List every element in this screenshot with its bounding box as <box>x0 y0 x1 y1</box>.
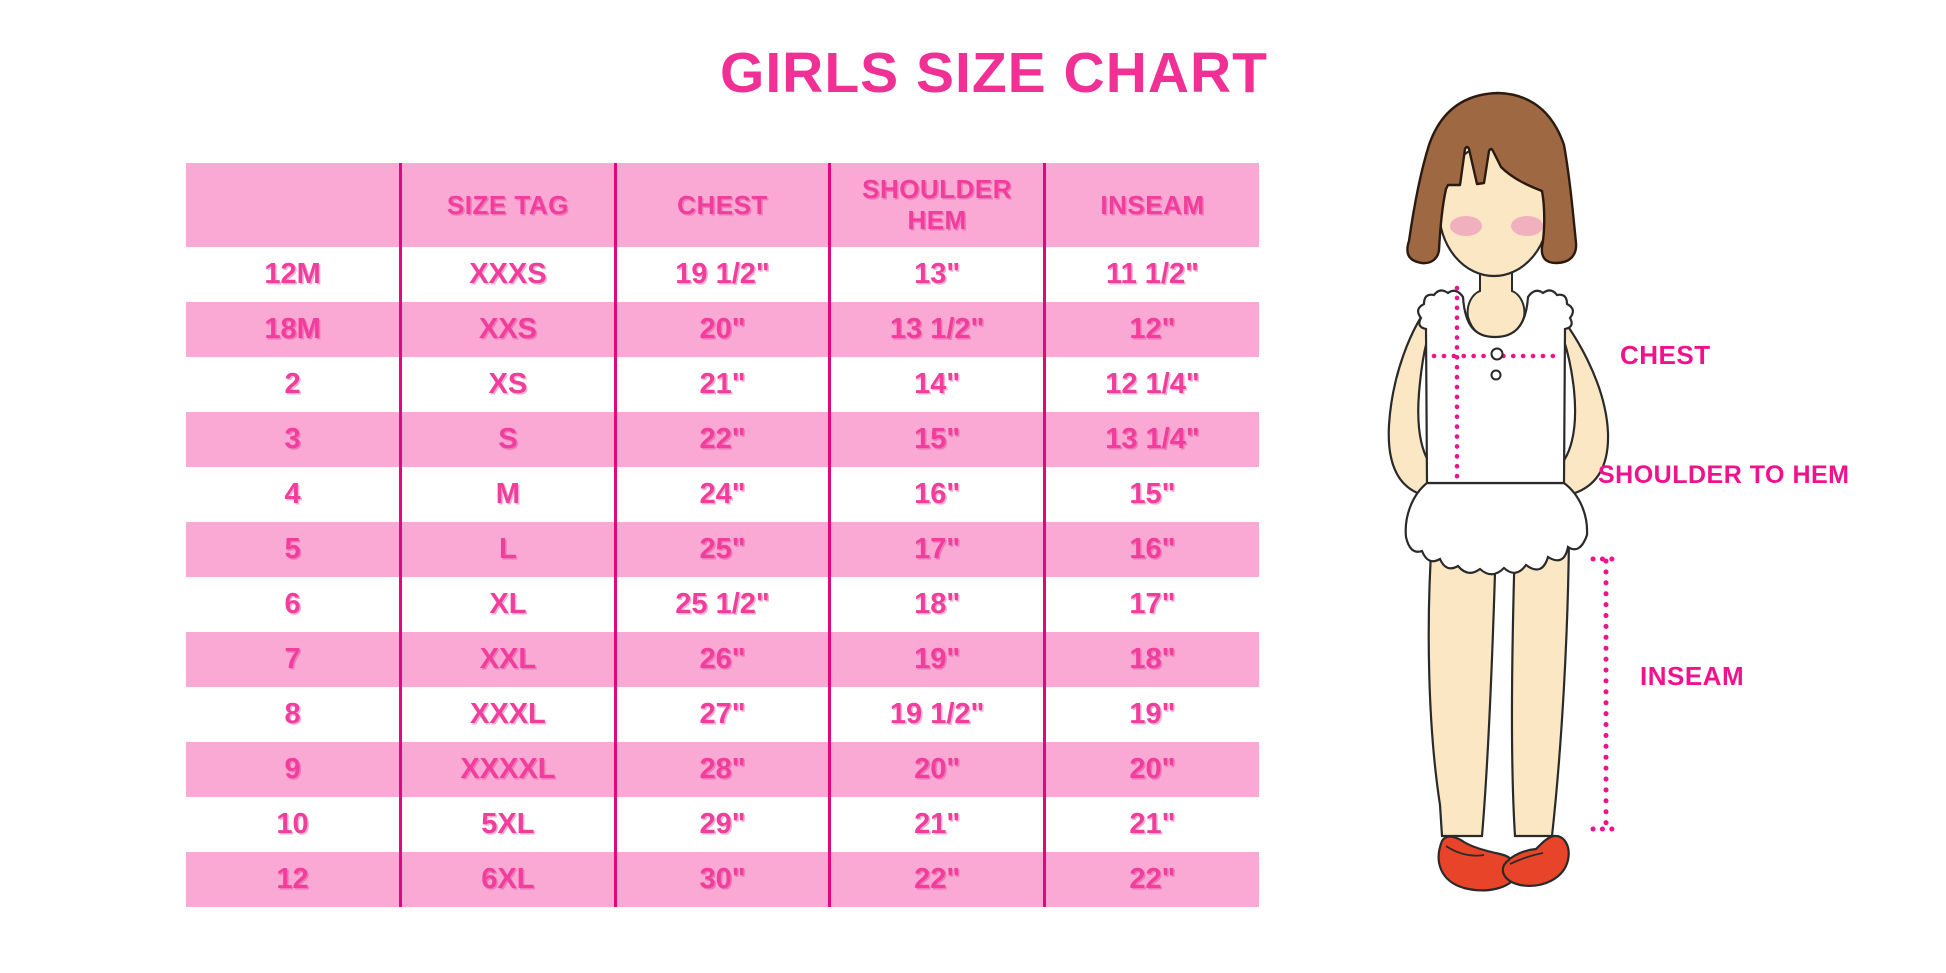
table-cell: 12 1/4" <box>1042 357 1259 412</box>
table-cell: 26" <box>613 632 830 687</box>
table-row: 4 M 24" 16" 15" <box>186 467 1259 522</box>
table-row: 12M XXXS 19 1/2" 13" 11 1/2" <box>186 247 1259 302</box>
row-size-cell: 10 <box>276 808 309 840</box>
shoulder-to-hem-measurement-label: SHOULDER TO HEM <box>1598 461 1850 489</box>
table-cell: M <box>399 467 616 522</box>
girl-top-button-1 <box>1490 347 1504 361</box>
table-cell: 12" <box>1042 302 1259 357</box>
table-cell: 21" <box>613 357 830 412</box>
row-size-cell: 3 <box>186 412 401 467</box>
header-cell: SHOULDER HEM <box>828 163 1045 247</box>
table-cell: 19 1/2" <box>613 247 830 302</box>
girl-leg-right <box>1510 535 1571 838</box>
table-cell: 19" <box>828 632 1045 687</box>
chest-measurement-label: CHEST <box>1620 340 1711 370</box>
row-size-cell: 12M <box>264 258 321 290</box>
table-cell: 22" <box>613 412 830 467</box>
table-cell: 25" <box>613 522 830 577</box>
row-size-cell: 6 <box>284 588 301 620</box>
table-cell: 5XL <box>399 797 616 852</box>
table-cell: 16" <box>828 467 1045 522</box>
girl-shoe-right-strap <box>1509 852 1544 865</box>
table-cell: XL <box>399 577 616 632</box>
girl-figure-illustration <box>1387 91 1624 892</box>
row-size-cell: 5 <box>186 522 401 577</box>
table-cell: 25 1/2" <box>613 577 830 632</box>
table-cell: 15" <box>1042 467 1259 522</box>
table-cell: 15" <box>828 412 1045 467</box>
table-cell: 24" <box>613 467 830 522</box>
row-size-cell: 9 <box>186 742 401 797</box>
table-cell: 14" <box>828 357 1045 412</box>
girl-skirt <box>1404 481 1589 576</box>
table-row: 3 S 22" 15" 13 1/4" <box>186 412 1259 467</box>
table-row: 7 XXL 26" 19" 18" <box>186 632 1259 687</box>
table-cell: 20" <box>828 742 1045 797</box>
table-cell: 13 1/2" <box>828 302 1045 357</box>
table-header: SIZE TAG CHEST SHOULDER HEM INSEAM <box>186 163 1259 247</box>
row-size-cell: 12 <box>186 852 401 907</box>
girl-blush-left <box>1450 216 1482 236</box>
table-cell: XXXXL <box>399 742 616 797</box>
row-size-cell: 8 <box>284 698 301 730</box>
table-cell: 20" <box>613 302 830 357</box>
table-cell: 21" <box>1042 797 1259 852</box>
girl-shoe-left-strap <box>1445 845 1485 857</box>
header-cell: INSEAM <box>1042 163 1259 247</box>
page-title: GIRLS SIZE CHART <box>719 41 1269 105</box>
girl-blush-right <box>1511 216 1543 236</box>
table-cell: S <box>399 412 616 467</box>
row-size-cell: 18M <box>186 302 401 357</box>
table-cell: 28" <box>613 742 830 797</box>
inseam-measurement-label: INSEAM <box>1640 661 1745 691</box>
table-row: 5 L 25" 17" 16" <box>186 522 1259 577</box>
table-cell: 11 1/2" <box>1042 247 1259 302</box>
table-row: 6 XL 25 1/2" 18" 17" <box>186 577 1259 632</box>
table-cell: 22" <box>828 852 1045 907</box>
table-cell: 20" <box>1042 742 1259 797</box>
table-cell: 19 1/2" <box>828 687 1045 742</box>
table-cell: 6XL <box>399 852 616 907</box>
table-cell: XS <box>399 357 616 412</box>
girl-hair <box>1406 91 1578 265</box>
table-cell: L <box>399 522 616 577</box>
table-cell: 27" <box>613 687 830 742</box>
row-size-cell: 2 <box>284 368 301 400</box>
table-row: 2 XS 21" 14" 12 1/4" <box>186 357 1259 412</box>
header-cell: CHEST <box>613 163 830 247</box>
table-cell: XXS <box>399 302 616 357</box>
girl-top-button-2 <box>1490 369 1502 381</box>
table-cell: 19" <box>1042 687 1259 742</box>
row-size-cell: 7 <box>186 632 401 687</box>
table-cell: 29" <box>613 797 830 852</box>
table-row: 8 XXXL 27" 19 1/2" 19" <box>186 687 1259 742</box>
table-cell: 21" <box>828 797 1045 852</box>
table-cell: 18" <box>828 577 1045 632</box>
table-row: 10 5XL 29" 21" 21" <box>186 797 1259 852</box>
table-row: 12 6XL 30" 22" 22" <box>186 852 1259 907</box>
table-cell: XXL <box>399 632 616 687</box>
girl-leg-left <box>1427 535 1498 838</box>
row-size-cell: 4 <box>284 478 301 510</box>
table-cell: 17" <box>828 522 1045 577</box>
header-cell: SIZE TAG <box>399 163 616 247</box>
table-cell: 13" <box>828 247 1045 302</box>
size-chart-table: SIZE TAG CHEST SHOULDER HEM INSEAM 12M XXXS 1… <box>186 163 1259 907</box>
table-row: 9 XXXXL 28" 20" 20" <box>186 742 1259 797</box>
table-cell: 16" <box>1042 522 1259 577</box>
header-row: SIZE TAG CHEST SHOULDER HEM INSEAM <box>186 163 1259 247</box>
table-cell: 17" <box>1042 577 1259 632</box>
table-cell: XXXL <box>399 687 616 742</box>
table-row: 18M XXS 20" 13 1/2" 12" <box>186 302 1259 357</box>
table-cell: 18" <box>1042 632 1259 687</box>
table-cell: 22" <box>1042 852 1259 907</box>
table-body: 12M XXXS 19 1/2" 13" 11 1/2" 18M XXS 20" 13 1/2"… <box>186 247 1259 907</box>
girl-shoe-right <box>1501 834 1570 887</box>
table-cell: 30" <box>613 852 830 907</box>
header-cell <box>186 163 401 247</box>
table-cell: XXXS <box>399 247 616 302</box>
table-cell: 13 1/4" <box>1042 412 1259 467</box>
